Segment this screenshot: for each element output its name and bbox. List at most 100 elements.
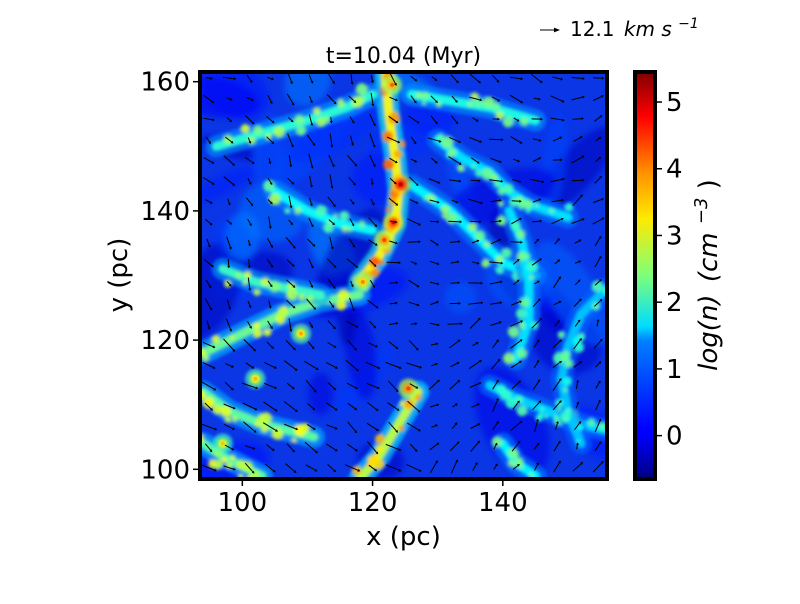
filament-speckle xyxy=(253,329,262,338)
x-axis-label: x (pc) xyxy=(366,522,441,552)
filament-speckle xyxy=(421,92,429,100)
quiver-key-label: 12.1 km s −1 xyxy=(570,16,699,41)
filament-speckle xyxy=(563,416,569,422)
filament-speckle xyxy=(253,125,263,135)
filament-speckle xyxy=(323,223,333,233)
filament-speckle xyxy=(243,281,247,285)
clump-peak xyxy=(361,280,365,284)
filament-speckle xyxy=(220,406,230,416)
y-tick-label: 160 xyxy=(140,68,190,98)
filament-speckle xyxy=(416,92,422,98)
filament-speckle xyxy=(375,434,385,444)
filament-speckle xyxy=(222,457,228,463)
filament-speckle xyxy=(529,275,534,280)
filament-speckle xyxy=(560,351,570,361)
filament-speckle xyxy=(399,141,406,148)
filament-speckle xyxy=(563,387,568,392)
filament-speckle xyxy=(518,201,526,209)
filament-speckle xyxy=(263,328,271,336)
velocity-arrow xyxy=(448,221,459,222)
filament-speckle xyxy=(352,466,361,475)
filament-speckle xyxy=(323,116,331,124)
filament-speckle xyxy=(379,259,384,264)
filament-speckle xyxy=(225,417,231,423)
filament-speckle xyxy=(516,308,527,319)
filament-speckle xyxy=(498,200,504,206)
filament-speckle xyxy=(261,425,269,433)
filament-speckle xyxy=(535,203,539,207)
clump-peak xyxy=(253,377,257,381)
filament-speckle xyxy=(437,133,445,141)
filament-speckle xyxy=(274,127,285,138)
filament-speckle xyxy=(468,223,477,232)
clump-peak xyxy=(382,238,386,242)
filament-speckle xyxy=(457,215,461,219)
filament-speckle xyxy=(475,231,485,241)
velocity-arrow xyxy=(389,283,396,284)
velocity-arrow xyxy=(411,324,415,325)
filament-speckle xyxy=(525,207,531,213)
filament-speckle xyxy=(316,205,327,216)
velocity-arrow xyxy=(206,78,211,79)
filament-speckle xyxy=(498,187,506,195)
filament-speckle xyxy=(241,124,250,133)
y-tick-label: 140 xyxy=(140,197,190,227)
filament-speckle xyxy=(356,83,368,95)
colorbar-tick-label: 4 xyxy=(666,155,683,185)
filament-speckle xyxy=(549,208,554,213)
filament-speckle xyxy=(540,407,545,412)
velocity-arrow xyxy=(372,178,373,182)
filament-speckle xyxy=(565,203,573,211)
filament-speckle xyxy=(338,293,343,298)
filament-speckle xyxy=(501,248,511,258)
y-axis-label: y (pc) xyxy=(104,238,134,313)
filament-speckle xyxy=(212,335,220,343)
filament-speckle xyxy=(496,255,504,263)
background-patch xyxy=(308,373,332,415)
filament-speckle xyxy=(598,426,603,431)
clump-peak xyxy=(299,332,303,336)
velocity-arrow xyxy=(470,221,479,222)
filament-speckle xyxy=(517,252,526,261)
filament-speckle xyxy=(592,281,603,292)
filament-speckle xyxy=(516,230,525,239)
filament-speckle xyxy=(388,112,400,124)
filament-speckle xyxy=(565,408,571,414)
colorbar-tick-label: 5 xyxy=(666,88,683,118)
colorbar-tick-label: 0 xyxy=(666,422,683,452)
filament-speckle xyxy=(517,463,523,469)
filament-speckle xyxy=(394,150,403,159)
filament-speckle xyxy=(475,170,482,177)
quiver-key: 12.1 km s −1 xyxy=(540,16,699,41)
filament-speckle xyxy=(544,414,548,418)
filament-speckle xyxy=(374,459,384,469)
filament-speckle xyxy=(382,131,393,142)
filament-speckle xyxy=(334,214,338,218)
filament-speckle xyxy=(508,460,514,466)
filament-speckle xyxy=(441,205,450,214)
filament-speckle xyxy=(457,165,464,172)
filament-speckle xyxy=(235,272,242,279)
filament-speckle xyxy=(520,117,528,125)
filament-speckle xyxy=(347,228,352,233)
filament-speckle xyxy=(503,353,514,364)
plot-area xyxy=(159,48,632,504)
filament-speckle xyxy=(296,126,306,136)
filament-speckle xyxy=(510,221,520,231)
filament-speckle xyxy=(404,399,414,409)
filament-speckle xyxy=(484,241,490,247)
filament-speckle xyxy=(224,280,231,287)
filament-speckle xyxy=(292,438,297,443)
filament-speckle xyxy=(213,460,223,470)
quiver-key-arrowhead xyxy=(554,28,560,33)
filament-speckle xyxy=(336,300,346,310)
filament-speckle xyxy=(592,302,600,310)
colorbar-label: log(n) (cm −3 ) xyxy=(684,179,724,371)
filament-speckle xyxy=(254,323,260,329)
velocity-arrow xyxy=(249,259,250,266)
filament-speckle xyxy=(509,197,518,206)
